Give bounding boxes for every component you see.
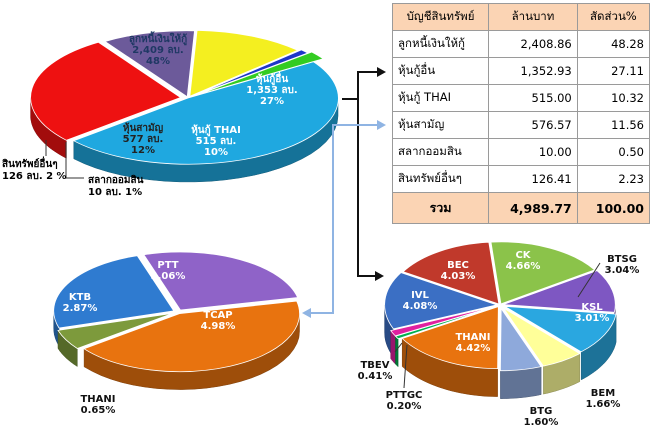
pie-label-tbev: TBEV 0.41%	[358, 360, 393, 382]
row-name: หุ้นกู้ THAI	[391, 84, 490, 112]
table-row: ลูกหนี้เงินให้กู้ 2,408.86 48.28	[391, 30, 651, 58]
pie-slice-thani	[57, 312, 173, 349]
arrow-black-down	[357, 99, 382, 277]
pie-slice-ksl	[504, 306, 617, 353]
total-amount: 4,989.77	[488, 192, 578, 224]
row-amount: 10.00	[488, 138, 578, 166]
pie-slice-bec	[402, 241, 500, 305]
pie-label-slice-3: หุ้นสามัญ 577 ลบ. 12%	[123, 122, 164, 156]
row-amount: 2,408.86	[488, 30, 578, 58]
arrow-black	[342, 71, 384, 100]
stock-holdings-pie: CK 4.66% BTSG 3.04% KSL 3.01% BEM 1.66% BTG 1.60%…	[358, 241, 640, 428]
pie-slice-ivl	[384, 272, 499, 330]
row-name: หุ้นกู้อื่น	[391, 57, 490, 85]
pie-label-ivl: IVL 4.08%	[403, 290, 438, 312]
row-share: 0.50	[576, 138, 651, 166]
table-row: สลากออมสิน 10.00 0.50	[391, 138, 651, 166]
col-share-percent: สัดส่วน%	[576, 3, 651, 31]
pie-slice-slice-5	[197, 51, 325, 96]
callout-lottery-value: 10 ลบ. 1%	[88, 187, 142, 198]
connector-arrows	[305, 71, 384, 314]
asset-allocation-pie: ลูกหนี้เงินให้กู้ 2,409 ลบ. 48% หุ้นกู้อื่น…	[30, 29, 339, 183]
pie-slice-ktb	[53, 255, 175, 329]
row-amount: 1,352.93	[488, 57, 578, 85]
row-amount: 126.41	[488, 165, 578, 193]
row-share: 11.56	[576, 111, 651, 139]
callout-lottery-label: สลากออมสิน	[88, 174, 144, 186]
total-name: รวม	[391, 192, 490, 224]
table-row: หุ้นกู้อื่น 1,352.93 27.11	[391, 57, 651, 85]
pie-slice-tbev	[390, 306, 495, 337]
pie-label-btsg: BTSG 3.04%	[605, 254, 640, 276]
pie-label-slice-0: ลูกหนี้เงินให้กู้ 2,409 ลบ. 48%	[129, 31, 187, 67]
callout-other-label: สินทรัพย์อื่นๆ	[2, 156, 58, 170]
pie-label-slice-1: หุ้นกู้อื่น 1,353 ลบ. 27%	[246, 71, 297, 107]
table-total-row: รวม 4,989.77 100.00	[391, 192, 651, 224]
arrowhead-hundred-other	[377, 67, 386, 77]
row-amount: 576.57	[488, 111, 578, 139]
bond-holdings-pie: PTT 3.06% TCAP 4.98% THANI 0.65% KTB 2.87%	[53, 251, 300, 416]
row-amount: 515.00	[488, 84, 578, 112]
row-share: 48.28	[576, 30, 651, 58]
row-share: 2.23	[576, 165, 651, 193]
row-share: 27.11	[576, 57, 651, 85]
pie-slice-slice-4	[193, 49, 309, 97]
table-row: หุ้นสามัญ 576.57 11.56	[391, 111, 651, 139]
pie-label-ck: CK 4.66%	[506, 250, 541, 272]
total-share: 100.00	[576, 192, 651, 224]
pie-slice-slice-1	[30, 41, 182, 141]
pie-label-thai: หุ้นกู้ THAI 515 ลบ. 10%	[191, 124, 241, 158]
col-million-baht: ล้านบาท	[488, 3, 578, 31]
pie-slice-slice-0	[72, 61, 339, 165]
pie-label-thani: THANI 0.65%	[80, 394, 115, 416]
pie-label-ktb: KTB 2.87%	[63, 292, 98, 314]
table-row: สินทรัพย์อื่นๆ 126.41 2.23	[391, 165, 651, 193]
table-row: หุ้นกู้ THAI 515.00 10.32	[391, 84, 651, 112]
row-name: ลูกหนี้เงินให้กู้	[391, 30, 490, 58]
pie-label-pttgc: PTTGC 0.20%	[386, 390, 423, 412]
pie-label-bec: BEC 4.03%	[441, 260, 476, 282]
arrowhead-bonds	[302, 308, 311, 318]
pie-slice-slice-3	[189, 29, 299, 97]
pie-slice-ptt	[143, 251, 299, 311]
pie1-callout-lines	[45, 140, 84, 179]
pie-slice-bem	[503, 307, 581, 367]
pie-label-tcap: TCAP 4.98%	[201, 310, 236, 332]
pie-slice-thani	[401, 306, 499, 370]
row-share: 10.32	[576, 84, 651, 112]
row-name: สินทรัพย์อื่นๆ	[391, 165, 490, 193]
pie3-callout-lines	[394, 262, 601, 389]
pie-label-thani: THANI 4.42%	[455, 332, 490, 354]
pie-slice-ck	[490, 241, 596, 305]
pie-label-ptt: PTT 3.06%	[151, 260, 186, 282]
pie-side-btg	[500, 366, 542, 399]
arrow-blue	[305, 124, 384, 314]
pie-label-bem: BEM 1.66%	[586, 388, 621, 410]
col-asset-account: บัญชีสินทรัพย์	[391, 3, 490, 31]
arrowhead-stocks	[375, 271, 384, 281]
callout-other-value: 126 ลบ. 2 %	[2, 171, 67, 182]
row-name: สลากออมสิน	[391, 138, 490, 166]
table-header-row: บัญชีสินทรัพย์ ล้านบาท สัดส่วน%	[391, 3, 651, 31]
pie-label-btg: BTG 1.60%	[524, 406, 559, 428]
arrowhead-thai	[377, 120, 386, 130]
arrow-heads	[302, 67, 386, 318]
pie-label-ksl: KSL 3.01%	[575, 302, 610, 324]
pie-slice-btg	[499, 307, 542, 372]
row-name: หุ้นสามัญ	[391, 111, 490, 139]
pie-slice-thai	[104, 30, 195, 98]
pie-slice-tcap	[83, 300, 300, 373]
asset-table: บัญชีสินทรัพย์ ล้านบาท สัดส่วน% ลูกหนี้เ…	[391, 3, 651, 224]
pie-slice-btsg	[503, 270, 616, 313]
